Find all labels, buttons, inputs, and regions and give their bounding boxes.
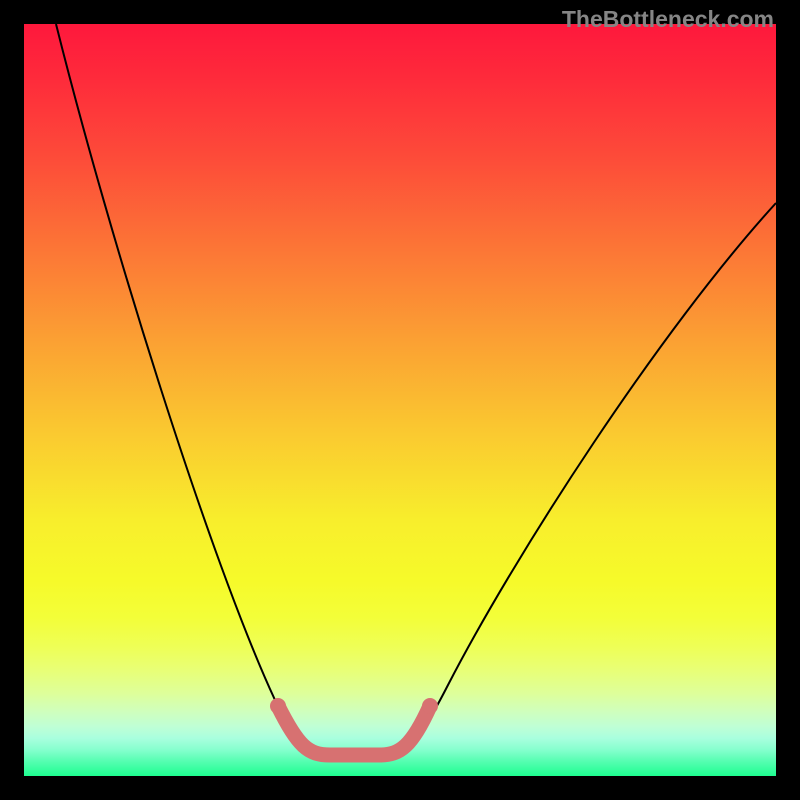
valley-highlight-dot-1 xyxy=(422,698,438,714)
gradient-background xyxy=(24,24,776,776)
watermark-text: TheBottleneck.com xyxy=(562,6,774,33)
valley-highlight-dot-0 xyxy=(270,698,286,714)
chart-svg xyxy=(0,0,800,800)
